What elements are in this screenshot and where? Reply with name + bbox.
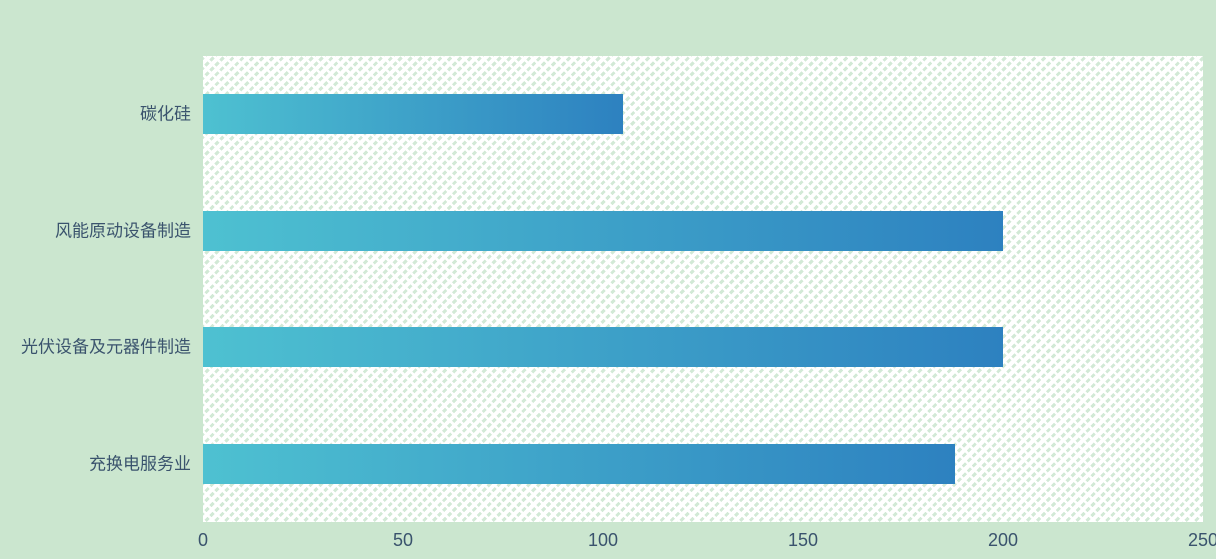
plot-area — [203, 56, 1203, 522]
bar — [203, 443, 955, 484]
bar — [203, 94, 623, 135]
category-label: 充换电服务业 — [89, 454, 191, 474]
x-tick-label: 50 — [392, 530, 414, 550]
x-tick-label: 100 — [587, 530, 619, 550]
x-tick-label: 150 — [787, 530, 819, 550]
x-tick-label: 0 — [197, 530, 209, 550]
x-tick-label: 200 — [987, 530, 1019, 550]
x-tick-label: 250 — [1187, 530, 1216, 550]
category-label: 光伏设备及元器件制造 — [21, 337, 191, 357]
bar — [203, 327, 1003, 368]
category-label: 碳化硅 — [140, 104, 191, 124]
category-label: 风能原动设备制造 — [55, 221, 191, 241]
bar — [203, 210, 1003, 251]
